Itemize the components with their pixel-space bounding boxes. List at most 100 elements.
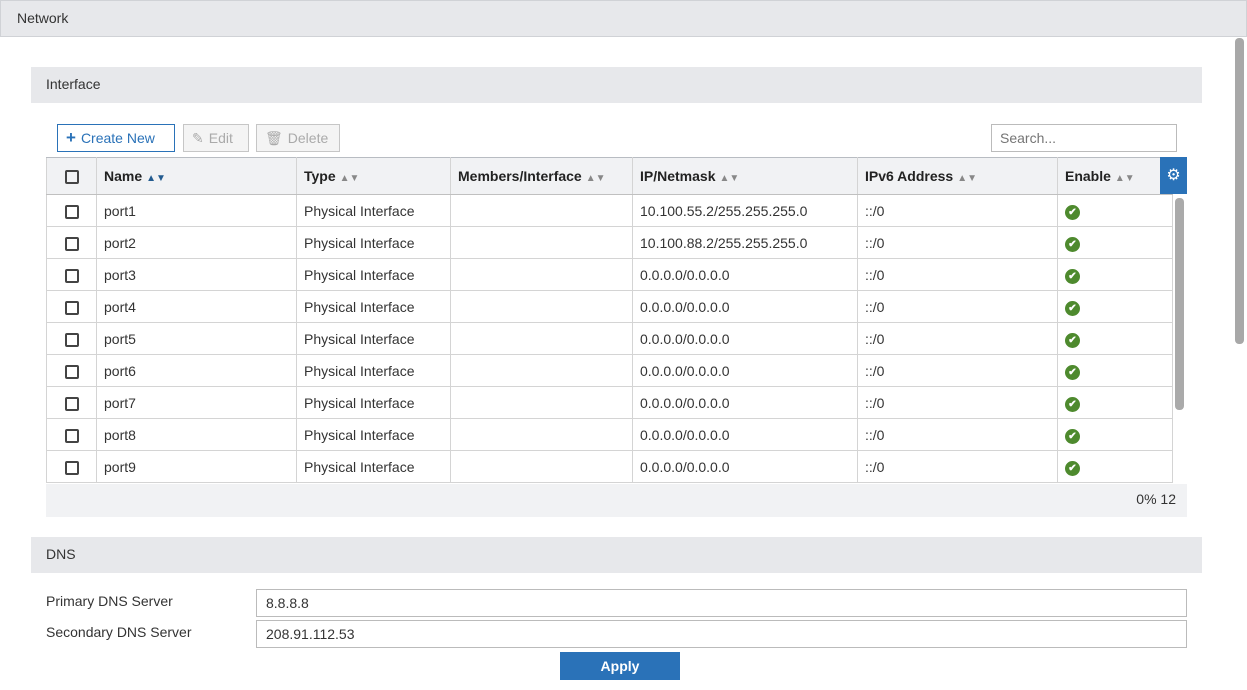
cell-ipv6: ::/0 <box>857 386 1058 419</box>
apply-button[interactable]: Apply <box>560 652 680 680</box>
row-checkbox[interactable] <box>46 258 97 291</box>
cell-members <box>450 290 633 323</box>
create-new-button[interactable]: + Create New <box>57 124 175 152</box>
primary-dns-label: Primary DNS Server <box>46 593 173 609</box>
table-row[interactable]: port9 Physical Interface 0.0.0.0/0.0.0.0… <box>46 450 1173 483</box>
cell-ip: 0.0.0.0/0.0.0.0 <box>632 450 858 483</box>
cell-name: port5 <box>96 322 297 355</box>
cell-name: port9 <box>96 450 297 483</box>
delete-button[interactable]: 🗑 Delete <box>256 124 340 152</box>
cell-ip: 0.0.0.0/0.0.0.0 <box>632 290 858 323</box>
sort-icon: ▲▼ <box>1114 173 1135 184</box>
footer-percent: 0% <box>1136 491 1157 507</box>
check-circle-icon: ✔ <box>1065 268 1080 284</box>
row-checkbox[interactable] <box>46 322 97 355</box>
dns-section-header: DNS <box>31 537 1202 573</box>
cell-members <box>450 354 633 387</box>
check-circle-icon: ✔ <box>1065 332 1080 348</box>
search-input[interactable] <box>991 124 1177 152</box>
cell-ip: 10.100.88.2/255.255.255.0 <box>632 226 858 259</box>
column-header-members[interactable]: Members/Interface ▲▼ <box>450 157 633 195</box>
table-row[interactable]: port5 Physical Interface 0.0.0.0/0.0.0.0… <box>46 322 1173 355</box>
cell-ip: 10.100.55.2/255.255.255.0 <box>632 194 858 227</box>
table-scrollbar[interactable] <box>1175 198 1184 410</box>
column-header-ipv6[interactable]: IPv6 Address ▲▼ <box>857 157 1058 195</box>
cell-type: Physical Interface <box>296 194 451 227</box>
row-checkbox[interactable] <box>46 226 97 259</box>
footer-count: 12 <box>1160 491 1176 507</box>
check-circle-icon: ✔ <box>1065 396 1080 412</box>
column-header-enable[interactable]: Enable ▲▼ <box>1057 157 1173 195</box>
cell-ipv6: ::/0 <box>857 450 1058 483</box>
select-all-checkbox[interactable] <box>46 157 97 195</box>
row-checkbox[interactable] <box>46 354 97 387</box>
row-checkbox[interactable] <box>46 450 97 483</box>
cell-enable: ✔ <box>1057 450 1173 483</box>
cell-enable: ✔ <box>1057 194 1173 227</box>
cell-enable: ✔ <box>1057 386 1173 419</box>
check-circle-icon: ✔ <box>1065 300 1080 316</box>
section-title: Interface <box>46 76 101 92</box>
cell-members <box>450 194 633 227</box>
row-checkbox[interactable] <box>46 290 97 323</box>
check-circle-icon: ✔ <box>1065 204 1080 220</box>
cell-members <box>450 450 633 483</box>
edit-icon: ✎ <box>192 129 204 146</box>
cell-ip: 0.0.0.0/0.0.0.0 <box>632 386 858 419</box>
table-row[interactable]: port3 Physical Interface 0.0.0.0/0.0.0.0… <box>46 258 1173 291</box>
interface-section-header: Interface <box>31 67 1202 103</box>
sort-icon: ▲▼ <box>146 173 166 184</box>
edit-button[interactable]: ✎ Edit <box>183 124 249 152</box>
sort-icon: ▲▼ <box>957 173 977 184</box>
column-header-ip[interactable]: IP/Netmask ▲▼ <box>632 157 858 195</box>
cell-members <box>450 258 633 291</box>
cell-ip: 0.0.0.0/0.0.0.0 <box>632 354 858 387</box>
cell-ip: 0.0.0.0/0.0.0.0 <box>632 258 858 291</box>
cell-enable: ✔ <box>1057 290 1173 323</box>
row-checkbox[interactable] <box>46 386 97 419</box>
cell-ipv6: ::/0 <box>857 194 1058 227</box>
cell-type: Physical Interface <box>296 450 451 483</box>
cell-ipv6: ::/0 <box>857 354 1058 387</box>
row-checkbox[interactable] <box>46 418 97 451</box>
sort-icon: ▲▼ <box>585 173 606 184</box>
cell-ipv6: ::/0 <box>857 290 1058 323</box>
sort-icon: ▲▼ <box>719 173 740 184</box>
cell-type: Physical Interface <box>296 226 451 259</box>
cell-ip: 0.0.0.0/0.0.0.0 <box>632 418 858 451</box>
cell-ipv6: ::/0 <box>857 226 1058 259</box>
table-row[interactable]: port2 Physical Interface 10.100.88.2/255… <box>46 226 1173 259</box>
table-row[interactable]: port1 Physical Interface 10.100.55.2/255… <box>46 194 1173 227</box>
cell-ip: 0.0.0.0/0.0.0.0 <box>632 322 858 355</box>
cell-enable: ✔ <box>1057 258 1173 291</box>
column-settings-gear-icon[interactable]: ⚙ <box>1160 157 1187 194</box>
cell-members <box>450 386 633 419</box>
primary-dns-input[interactable]: 8.8.8.8 <box>256 589 1187 617</box>
cell-enable: ✔ <box>1057 418 1173 451</box>
cell-type: Physical Interface <box>296 354 451 387</box>
table-row[interactable]: port6 Physical Interface 0.0.0.0/0.0.0.0… <box>46 354 1173 387</box>
plus-icon: + <box>66 128 76 147</box>
cell-members <box>450 226 633 259</box>
table-footer: 0% 12 <box>46 484 1187 517</box>
check-circle-icon: ✔ <box>1065 460 1080 476</box>
table-row[interactable]: port7 Physical Interface 0.0.0.0/0.0.0.0… <box>46 386 1173 419</box>
secondary-dns-input[interactable]: 208.91.112.53 <box>256 620 1187 648</box>
cell-type: Physical Interface <box>296 290 451 323</box>
secondary-dns-label: Secondary DNS Server <box>46 624 192 640</box>
cell-name: port8 <box>96 418 297 451</box>
table-row[interactable]: port8 Physical Interface 0.0.0.0/0.0.0.0… <box>46 418 1173 451</box>
cell-enable: ✔ <box>1057 354 1173 387</box>
table-header-row: Name ▲▼ Type ▲▼ Members/Interface ▲▼ IP/Net… <box>46 157 1173 195</box>
row-checkbox[interactable] <box>46 194 97 227</box>
cell-type: Physical Interface <box>296 418 451 451</box>
table-row[interactable]: port4 Physical Interface 0.0.0.0/0.0.0.0… <box>46 290 1173 323</box>
cell-type: Physical Interface <box>296 386 451 419</box>
cell-name: port2 <box>96 226 297 259</box>
column-header-name[interactable]: Name ▲▼ <box>96 157 297 195</box>
cell-enable: ✔ <box>1057 322 1173 355</box>
page-scrollbar[interactable] <box>1235 38 1244 344</box>
check-circle-icon: ✔ <box>1065 364 1080 380</box>
column-header-type[interactable]: Type ▲▼ <box>296 157 451 195</box>
cell-type: Physical Interface <box>296 258 451 291</box>
